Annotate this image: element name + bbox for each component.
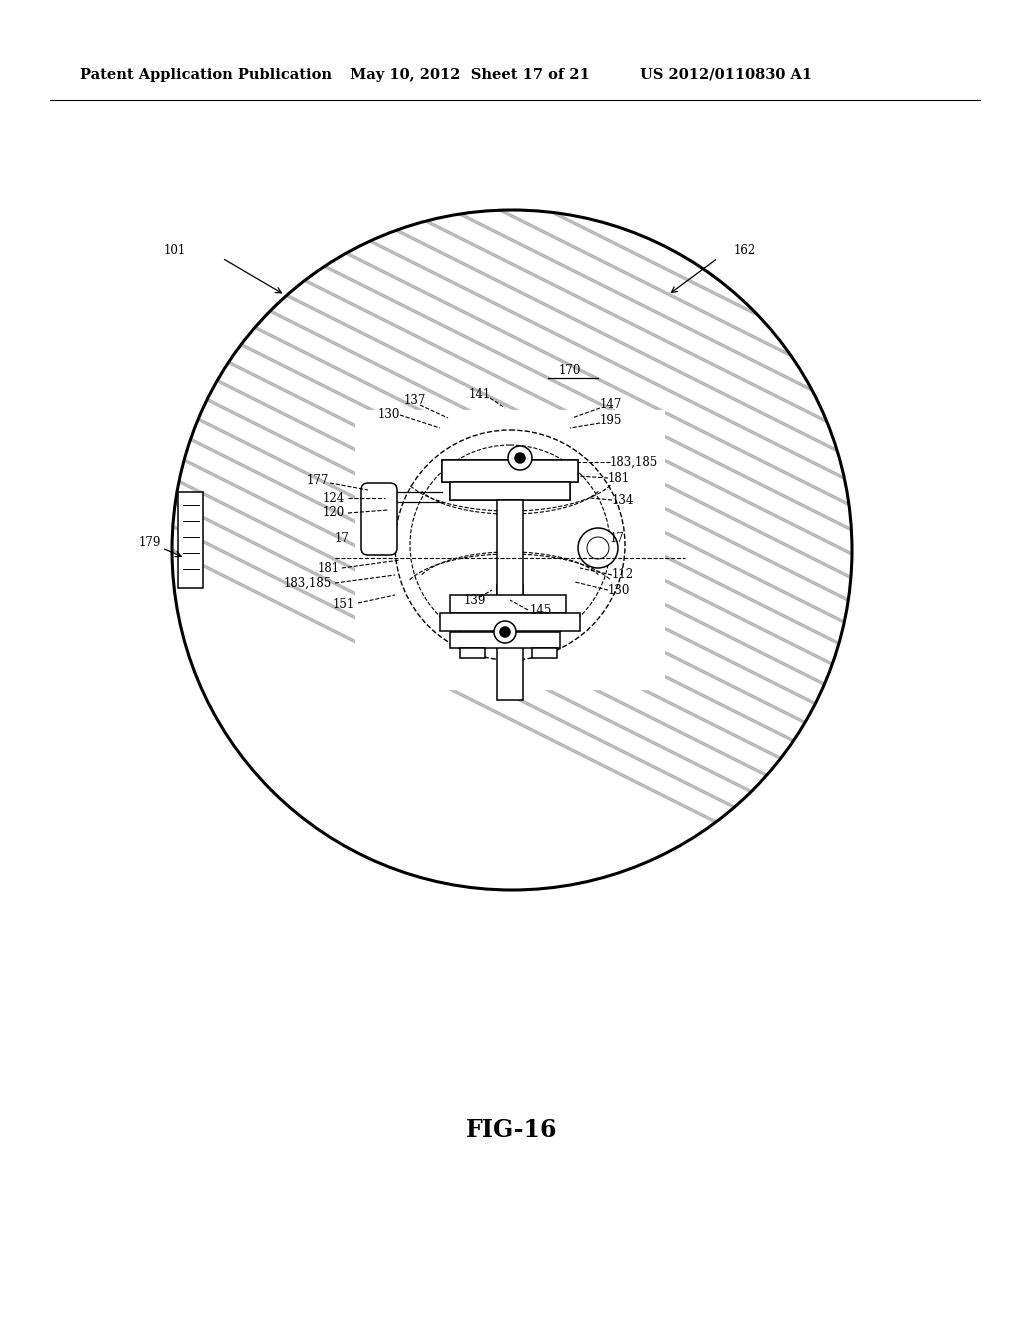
Bar bbox=[497, 585, 523, 700]
Text: 124: 124 bbox=[323, 491, 345, 504]
Circle shape bbox=[494, 620, 516, 643]
Text: 195: 195 bbox=[600, 413, 623, 426]
Bar bbox=[440, 612, 580, 631]
Text: May 10, 2012  Sheet 17 of 21: May 10, 2012 Sheet 17 of 21 bbox=[350, 69, 590, 82]
Text: US 2012/0110830 A1: US 2012/0110830 A1 bbox=[640, 69, 812, 82]
Text: 134: 134 bbox=[612, 494, 635, 507]
Text: 101: 101 bbox=[164, 243, 186, 256]
Circle shape bbox=[508, 446, 532, 470]
Text: 170: 170 bbox=[559, 363, 582, 376]
Bar bbox=[460, 648, 485, 657]
Text: 17: 17 bbox=[335, 532, 350, 544]
Text: 147: 147 bbox=[600, 399, 623, 412]
Bar bbox=[178, 492, 203, 587]
Circle shape bbox=[515, 453, 525, 463]
Bar bbox=[450, 480, 570, 500]
Bar bbox=[355, 411, 665, 690]
Text: 17: 17 bbox=[610, 532, 625, 544]
Circle shape bbox=[578, 528, 618, 568]
Text: 181: 181 bbox=[317, 561, 340, 574]
Bar bbox=[497, 500, 523, 610]
Text: 120: 120 bbox=[323, 507, 345, 520]
Text: 145: 145 bbox=[530, 603, 552, 616]
Text: 183,185: 183,185 bbox=[284, 577, 332, 590]
Text: 179: 179 bbox=[139, 536, 161, 549]
Bar bbox=[450, 595, 566, 612]
Circle shape bbox=[172, 210, 852, 890]
Text: 130: 130 bbox=[378, 408, 400, 421]
Text: 141: 141 bbox=[469, 388, 492, 401]
Text: 162: 162 bbox=[734, 243, 756, 256]
Text: 130: 130 bbox=[608, 583, 631, 597]
Bar bbox=[450, 632, 560, 648]
Text: 181: 181 bbox=[608, 471, 630, 484]
Bar bbox=[450, 482, 570, 500]
Circle shape bbox=[172, 210, 852, 890]
Text: 112: 112 bbox=[612, 569, 634, 582]
FancyBboxPatch shape bbox=[361, 483, 397, 554]
Bar bbox=[442, 459, 578, 482]
Text: FIG-16: FIG-16 bbox=[466, 1118, 558, 1142]
Bar bbox=[442, 459, 578, 482]
Text: 139: 139 bbox=[464, 594, 486, 606]
Bar bbox=[532, 648, 557, 657]
Circle shape bbox=[500, 627, 510, 638]
Text: 151: 151 bbox=[333, 598, 355, 611]
Text: 183,185: 183,185 bbox=[610, 455, 658, 469]
Text: 177: 177 bbox=[307, 474, 329, 487]
Text: 137: 137 bbox=[403, 393, 426, 407]
Text: Patent Application Publication: Patent Application Publication bbox=[80, 69, 332, 82]
